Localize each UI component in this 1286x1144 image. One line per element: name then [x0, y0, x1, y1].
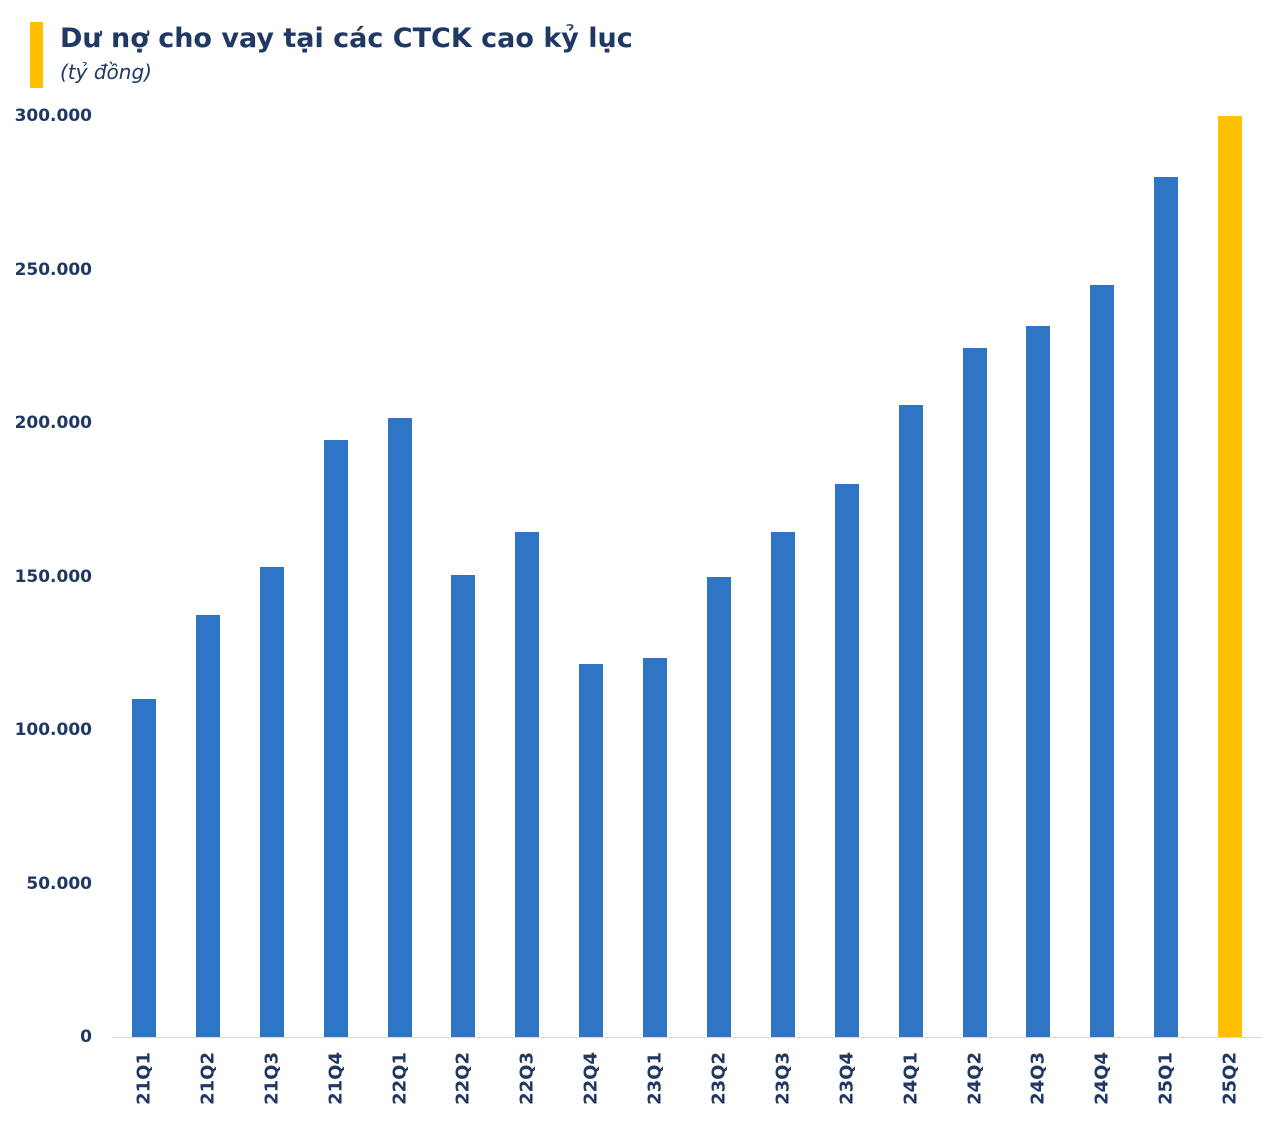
x-tick-label: 21Q4: [325, 1052, 347, 1105]
x-tick-label: 21Q1: [133, 1052, 155, 1105]
y-tick-label: 250.000: [14, 259, 92, 280]
x-tick-label: 23Q4: [836, 1052, 858, 1105]
chart-subtitle: (tỷ đồng): [60, 59, 152, 84]
bar-21Q3: [259, 567, 284, 1037]
chart-header: Dư nợ cho vay tại các CTCK cao kỷ lục (t…: [30, 22, 633, 88]
bar-23Q2: [706, 576, 731, 1037]
y-tick-label: 50.000: [26, 873, 92, 894]
header-text-block: Dư nợ cho vay tại các CTCK cao kỷ lục (t…: [60, 22, 633, 84]
y-tick-label: 150.000: [14, 566, 92, 587]
bar-23Q4: [834, 484, 859, 1037]
accent-bar: [30, 22, 43, 88]
bar-23Q3: [770, 532, 795, 1037]
bar-24Q1: [898, 404, 923, 1037]
x-tick-label: 22Q4: [580, 1052, 602, 1105]
x-tick-label: 23Q3: [772, 1052, 794, 1105]
bar-22Q4: [579, 664, 604, 1037]
x-tick-label: 24Q3: [1027, 1052, 1049, 1105]
x-tick-label: 22Q2: [452, 1052, 474, 1105]
bar-24Q2: [962, 347, 987, 1037]
x-tick-label: 24Q4: [1091, 1052, 1113, 1105]
bar-22Q2: [451, 574, 476, 1037]
x-tick-label: 24Q1: [900, 1052, 922, 1105]
x-tick-label: 24Q2: [964, 1052, 985, 1105]
x-tick-label: 23Q1: [644, 1052, 666, 1105]
bar-22Q1: [387, 418, 412, 1037]
y-tick-label: 200.000: [14, 413, 92, 433]
bar-21Q4: [323, 439, 348, 1037]
bar-25Q1: [1154, 177, 1179, 1037]
x-tick-label: 25Q2: [1219, 1052, 1241, 1105]
bar-24Q3: [1026, 326, 1051, 1037]
x-tick-label: 25Q1: [1155, 1052, 1177, 1105]
bar-25Q2: [1218, 116, 1243, 1037]
y-tick-label: 300.000: [14, 106, 92, 126]
bar-23Q1: [643, 657, 668, 1037]
y-tick-label: 100.000: [14, 720, 92, 740]
bar-24Q4: [1090, 284, 1115, 1037]
x-tick-label: 23Q2: [708, 1052, 730, 1105]
x-tick-label: 21Q2: [197, 1052, 219, 1105]
bar-21Q2: [195, 614, 220, 1037]
x-tick-label: 22Q3: [516, 1052, 538, 1105]
y-axis: 0 50.000 100.000 150.000 200.000 250.000 300.0…: [0, 0, 92, 1144]
y-tick-label: 0: [80, 1027, 92, 1047]
bar-21Q1: [131, 699, 156, 1037]
bar-22Q3: [515, 532, 540, 1037]
chart-title: Dư nợ cho vay tại các CTCK cao kỷ lục: [60, 23, 633, 54]
x-tick-label: 21Q3: [261, 1052, 283, 1105]
plot-area: [112, 116, 1262, 1038]
x-tick-label: 22Q1: [389, 1052, 410, 1105]
